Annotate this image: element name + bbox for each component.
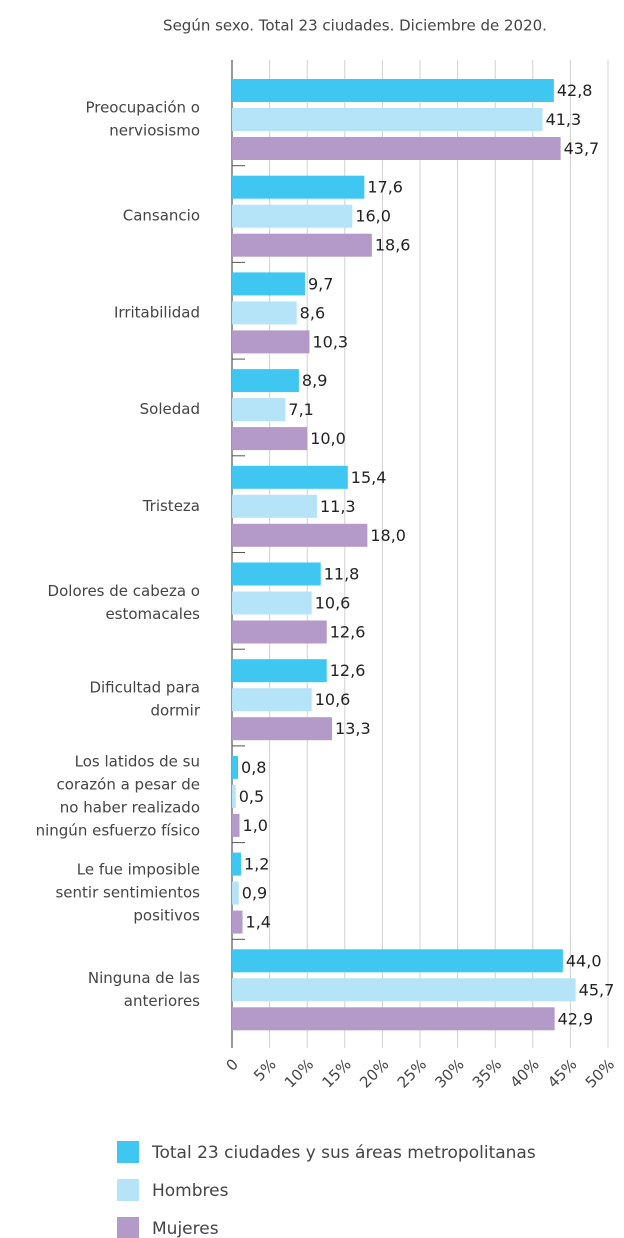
- bar: [232, 137, 561, 160]
- bar: [232, 881, 239, 905]
- bar: [232, 562, 321, 586]
- legend-swatch: [117, 1217, 139, 1238]
- value-label: 1,4: [246, 913, 271, 932]
- value-label: 0,9: [242, 884, 267, 903]
- bar: [232, 79, 554, 102]
- bar: [232, 175, 365, 199]
- bar: [232, 233, 372, 257]
- bar: [232, 949, 563, 973]
- category-label: Ninguna de las anteriores: [88, 968, 200, 1009]
- category-label: Tristeza: [142, 496, 200, 514]
- bar: [232, 620, 327, 644]
- bar: [232, 688, 312, 712]
- value-label: 10,6: [315, 690, 351, 709]
- value-label: 1,0: [243, 816, 268, 835]
- bar: [232, 108, 543, 131]
- category-label: Le fue imposible sentir sentimientos posit…: [55, 860, 200, 924]
- x-tick-label: 30%: [431, 1055, 467, 1091]
- category-label: Dolores de cabeza o estomacales: [48, 582, 201, 623]
- bar: [232, 494, 317, 518]
- value-label: 13,3: [335, 719, 371, 738]
- bar: [232, 523, 368, 547]
- value-label: 0,5: [239, 787, 264, 806]
- legend-label: Mujeres: [152, 1219, 219, 1238]
- value-label: 8,6: [300, 303, 325, 322]
- x-tick-label: 10%: [281, 1055, 317, 1091]
- x-tick-label: 40%: [507, 1055, 543, 1091]
- bar: [232, 301, 297, 325]
- legend-label: Hombres: [152, 1181, 229, 1201]
- category-label: Los latidos de su corazón a pesar de no ha…: [36, 752, 200, 839]
- bar: [232, 1007, 555, 1031]
- bar: [232, 659, 327, 683]
- bar: [232, 330, 310, 354]
- value-label: 10,3: [312, 332, 348, 351]
- value-label: 0,8: [241, 758, 266, 777]
- category-label: Irritabilidad: [114, 303, 200, 321]
- bar: [232, 398, 286, 422]
- x-tick-label: 45%: [544, 1055, 580, 1091]
- bar: [232, 784, 236, 808]
- bar: [232, 755, 239, 779]
- value-label: 17,6: [367, 178, 403, 197]
- bar: [232, 852, 242, 876]
- bar: [232, 204, 353, 228]
- bar: [232, 465, 348, 489]
- legend-swatch: [117, 1179, 139, 1201]
- bar: [232, 717, 333, 741]
- x-tick-label: 50%: [582, 1055, 618, 1091]
- value-label: 7,1: [288, 400, 313, 419]
- x-tick-label: 35%: [469, 1055, 505, 1091]
- bar: [232, 910, 243, 934]
- value-label: 16,0: [355, 207, 391, 226]
- legend-label: Total 23 ciudades y sus áreas metropolit…: [151, 1143, 536, 1163]
- value-label: 44,0: [566, 951, 602, 970]
- legend-swatch: [117, 1141, 139, 1163]
- bar: [232, 591, 312, 615]
- value-label: 18,0: [370, 526, 406, 545]
- x-tick-label: 0: [223, 1055, 242, 1074]
- x-tick-label: 15%: [319, 1055, 355, 1091]
- bar: [232, 813, 240, 837]
- bar: [232, 427, 308, 451]
- category-label: Dificultad para dormir: [89, 678, 200, 719]
- value-label: 9,7: [308, 274, 333, 293]
- value-label: 12,6: [330, 661, 366, 680]
- value-label: 45,7: [579, 980, 615, 999]
- bar: [232, 978, 576, 1002]
- value-label: 15,4: [351, 468, 387, 487]
- category-label: Cansancio: [123, 206, 200, 224]
- x-tick-label: 25%: [394, 1055, 430, 1091]
- bar: [232, 369, 299, 393]
- value-label: 12,6: [330, 623, 366, 642]
- value-label: 10,6: [315, 594, 351, 613]
- value-label: 43,7: [564, 139, 600, 158]
- x-tick-label: 20%: [356, 1055, 392, 1091]
- category-label: Preocupación o nerviosismo: [85, 98, 200, 139]
- x-tick-label: 5%: [250, 1055, 280, 1085]
- value-label: 11,8: [324, 565, 360, 584]
- value-label: 42,9: [558, 1009, 594, 1028]
- value-label: 8,9: [302, 371, 327, 390]
- chart-subtitle: Según sexo. Total 23 ciudades. Diciembre…: [163, 17, 547, 35]
- value-label: 11,3: [320, 497, 356, 516]
- value-label: 18,6: [375, 236, 411, 255]
- value-label: 42,8: [557, 81, 593, 100]
- bar: [232, 272, 305, 296]
- value-label: 10,0: [310, 429, 346, 448]
- value-label: 1,2: [244, 855, 269, 874]
- value-label: 41,3: [546, 110, 582, 129]
- category-label: Soledad: [140, 400, 200, 418]
